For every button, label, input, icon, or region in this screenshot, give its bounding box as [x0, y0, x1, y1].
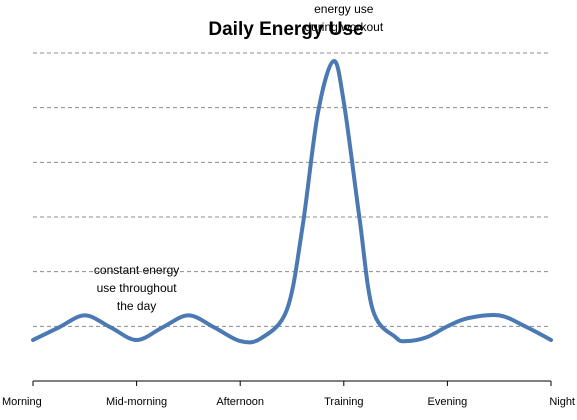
gridlines	[33, 52, 551, 327]
chart-title: Daily Energy Use	[208, 19, 363, 40]
x-tick-label: Training	[324, 396, 363, 408]
series-line	[31, 59, 553, 345]
annotation: energy use during workout	[304, 2, 383, 34]
annotations: constant energy use throughout the day ener…	[94, 2, 384, 313]
x-tick-label: Afternoon	[216, 396, 264, 408]
x-tick-label: Mid-morning	[106, 396, 167, 408]
x-ticks: Morning Mid-morning Afternoon Training Eveni…	[2, 381, 575, 408]
x-tick-label: Evening	[428, 396, 468, 408]
x-tick-label: Morning	[2, 396, 42, 408]
series-layer	[31, 59, 553, 345]
annotation: constant energy use throughout the day	[94, 263, 179, 313]
x-tick-label: Night	[549, 396, 575, 408]
